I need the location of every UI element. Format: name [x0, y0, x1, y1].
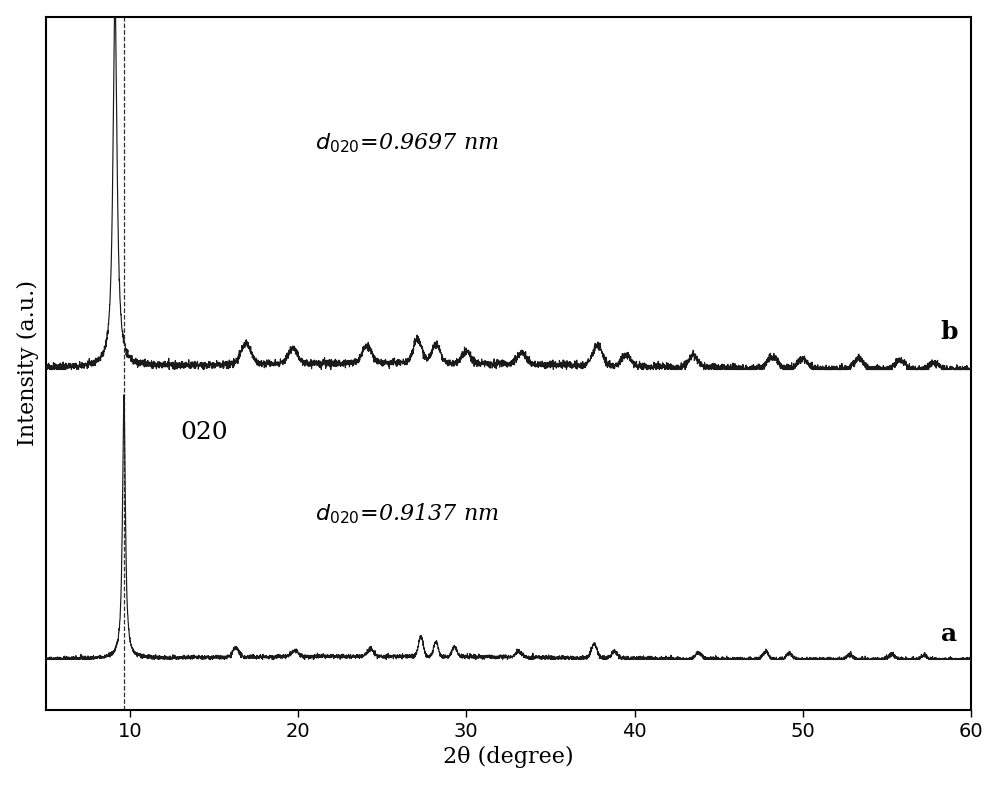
Y-axis label: Intensity (a.u.): Intensity (a.u.) [17, 280, 39, 447]
Text: $d_{020}$=0.9137 nm: $d_{020}$=0.9137 nm [315, 502, 499, 527]
Text: b: b [941, 319, 958, 344]
Text: 020: 020 [180, 421, 228, 444]
X-axis label: 2θ (degree): 2θ (degree) [443, 747, 574, 769]
Text: $d_{020}$=0.9697 nm: $d_{020}$=0.9697 nm [315, 131, 499, 155]
Text: a: a [941, 623, 957, 646]
